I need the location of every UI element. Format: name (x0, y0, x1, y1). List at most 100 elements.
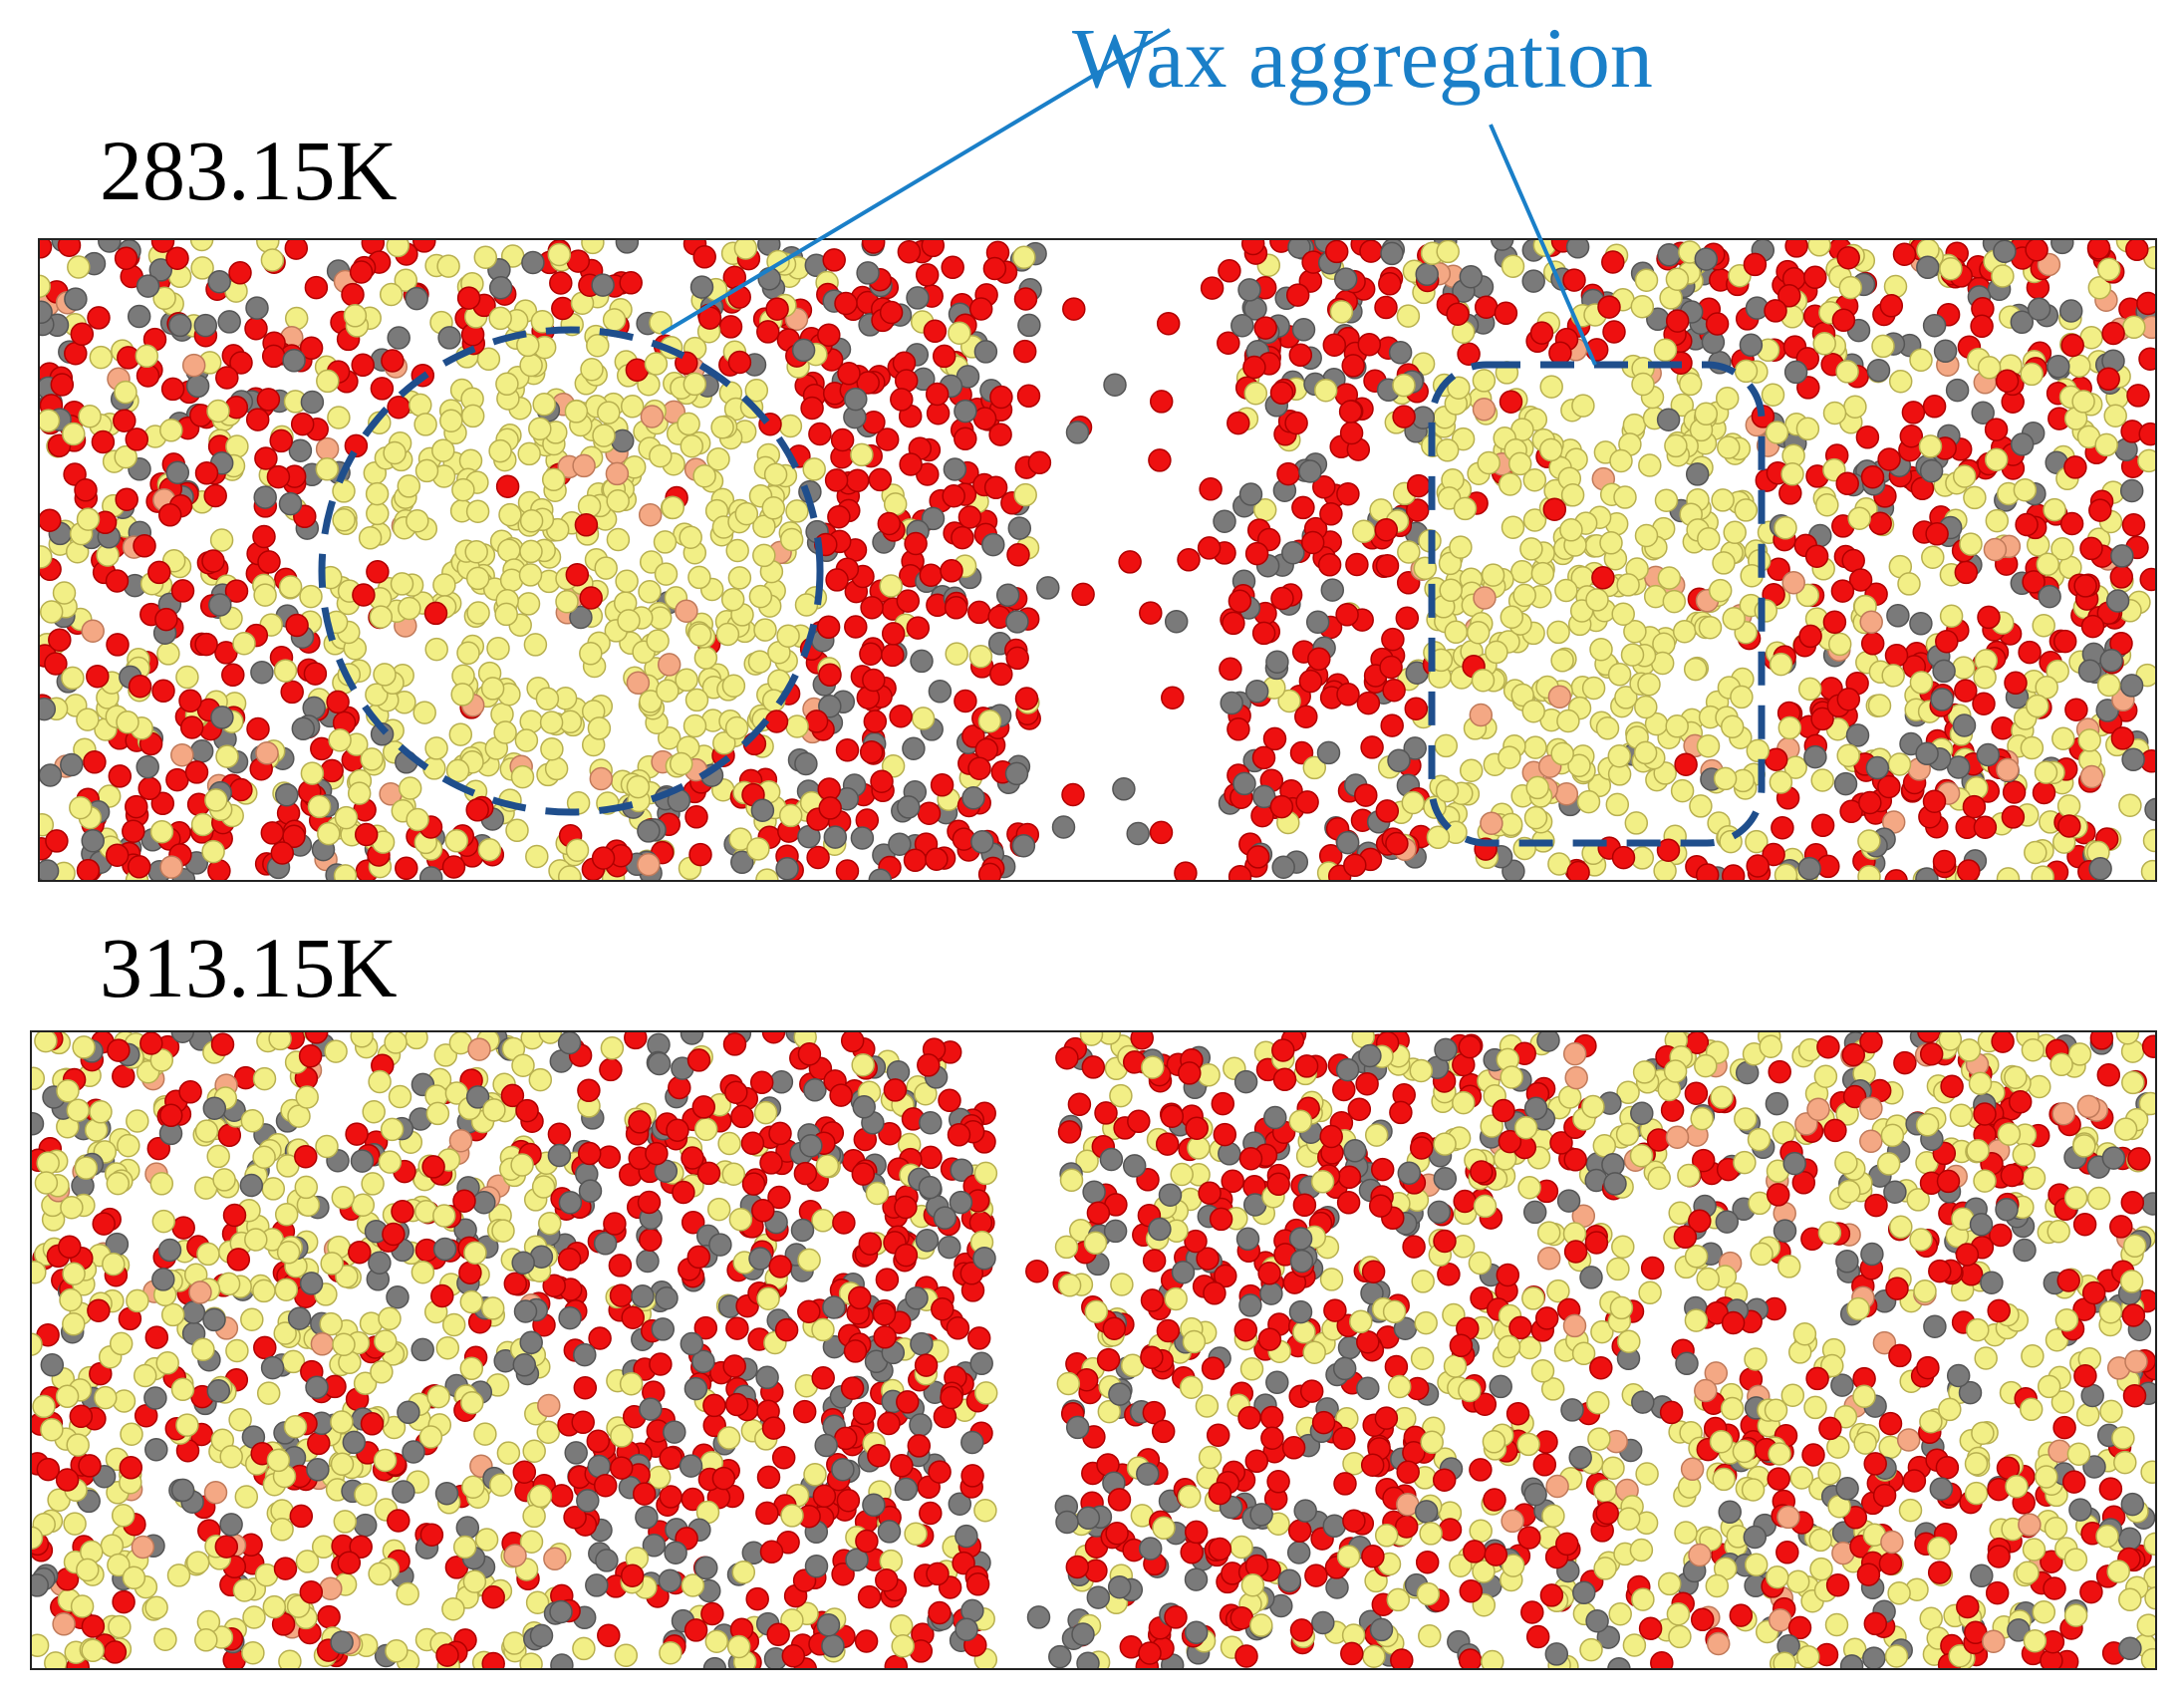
particle (1984, 418, 2009, 441)
particle (252, 524, 276, 549)
particle (1392, 405, 1416, 428)
particle (955, 1617, 978, 1642)
particle (995, 583, 1020, 608)
particle (1864, 1193, 1888, 1218)
particle (943, 457, 967, 481)
particle (700, 1601, 724, 1626)
particle (1955, 1243, 1980, 1267)
particle (528, 417, 552, 441)
particle (229, 777, 253, 802)
particle (303, 662, 328, 686)
particle (1158, 1183, 1183, 1207)
particle (152, 286, 176, 311)
particle (1656, 838, 1681, 862)
particle (1971, 401, 1995, 425)
particle (715, 622, 740, 647)
particle (1054, 1235, 1079, 1260)
particle (194, 632, 218, 657)
particle (682, 372, 707, 397)
particle (1343, 1139, 1367, 1163)
particle (1374, 295, 1398, 320)
particle (1401, 790, 1426, 815)
particle (1127, 1109, 1151, 1134)
particle (1694, 247, 1719, 271)
particle (1863, 1611, 1888, 1636)
particle (2057, 814, 2081, 838)
particle (1197, 1063, 1221, 1087)
particle (894, 1477, 919, 1502)
particle (1887, 1581, 1911, 1605)
particle (1983, 537, 2008, 562)
particle (488, 438, 512, 463)
particle (69, 1404, 94, 1429)
particle (1324, 239, 1349, 264)
particle (1848, 568, 1873, 592)
particle (108, 1614, 132, 1639)
particle (304, 275, 329, 300)
particle (1521, 699, 1545, 723)
particle (472, 1190, 496, 1215)
particle (181, 353, 206, 378)
particle (693, 646, 718, 670)
particle (397, 1400, 420, 1425)
particle (1299, 1379, 1324, 1403)
particle (394, 268, 418, 292)
particle (299, 584, 323, 609)
particle (39, 763, 63, 787)
particle (2064, 698, 2088, 721)
particle (60, 752, 84, 777)
particle (150, 239, 175, 253)
particle (194, 1119, 219, 1143)
particle (1833, 771, 1858, 796)
particle (299, 336, 324, 361)
particle (1251, 784, 1276, 809)
particle (1579, 1637, 1603, 1662)
particle (1065, 1415, 1090, 1440)
particle (803, 1462, 827, 1487)
particle (1572, 1580, 1596, 1605)
particle (2032, 1599, 2056, 1624)
particle (144, 1437, 168, 1462)
particle (649, 443, 673, 468)
particle (1550, 741, 1574, 766)
particle (435, 1335, 460, 1360)
particle (412, 701, 436, 724)
particle (1987, 1298, 2011, 1323)
particle (1532, 1453, 1557, 1477)
particle (55, 1384, 80, 1409)
particle (1797, 856, 1821, 881)
particle (1536, 1246, 1561, 1271)
particle (748, 584, 773, 609)
particle (451, 477, 475, 502)
particle (317, 1604, 341, 1629)
particle (1589, 637, 1613, 662)
particle (639, 1228, 663, 1252)
particle (525, 844, 549, 869)
particle (917, 801, 942, 825)
particle (814, 1433, 838, 1458)
particle (109, 1331, 134, 1356)
particle (765, 297, 789, 321)
particle (1240, 239, 1265, 256)
particle (802, 457, 826, 481)
particle (1316, 740, 1341, 765)
particle (2088, 498, 2112, 522)
particle (1888, 1343, 1912, 1368)
particle (794, 593, 819, 617)
particle (1656, 408, 1681, 431)
particle (519, 1652, 543, 1669)
particle (1785, 1569, 1810, 1593)
particle (1743, 252, 1768, 277)
particle (1103, 373, 1127, 397)
particle (2144, 797, 2156, 822)
simulation-panel (31, 1031, 2156, 1669)
particle (954, 426, 977, 451)
particle (63, 1512, 87, 1536)
particle (1810, 768, 1834, 792)
particle (1266, 1470, 1290, 1494)
particle (234, 1485, 259, 1509)
particle (1507, 451, 1532, 476)
particle (1253, 316, 1277, 340)
particle (250, 660, 274, 685)
particle (577, 1078, 601, 1103)
